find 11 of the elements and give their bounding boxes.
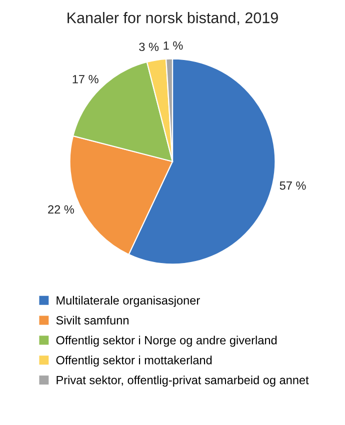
legend-label: Privat sektor, offentlig-privat samarbeid og annet <box>56 376 309 387</box>
data-label: 57 % <box>280 181 306 190</box>
legend-label: Offentlig sektor i Norge og andre giverland <box>56 336 277 347</box>
chart-title: Kanaler for norsk bistand, 2019 <box>68 12 278 26</box>
legend-label: Offentlig sektor i mottakerland <box>56 356 212 367</box>
legend-label: Sivilt samfunn <box>56 316 128 325</box>
data-label: 22 % <box>48 205 74 214</box>
legend-label: Multilaterale organisasjoner <box>56 296 200 307</box>
data-label: 1 % <box>164 41 183 50</box>
data-label: 3 % <box>139 42 159 52</box>
data-label: 17 % <box>72 75 98 84</box>
